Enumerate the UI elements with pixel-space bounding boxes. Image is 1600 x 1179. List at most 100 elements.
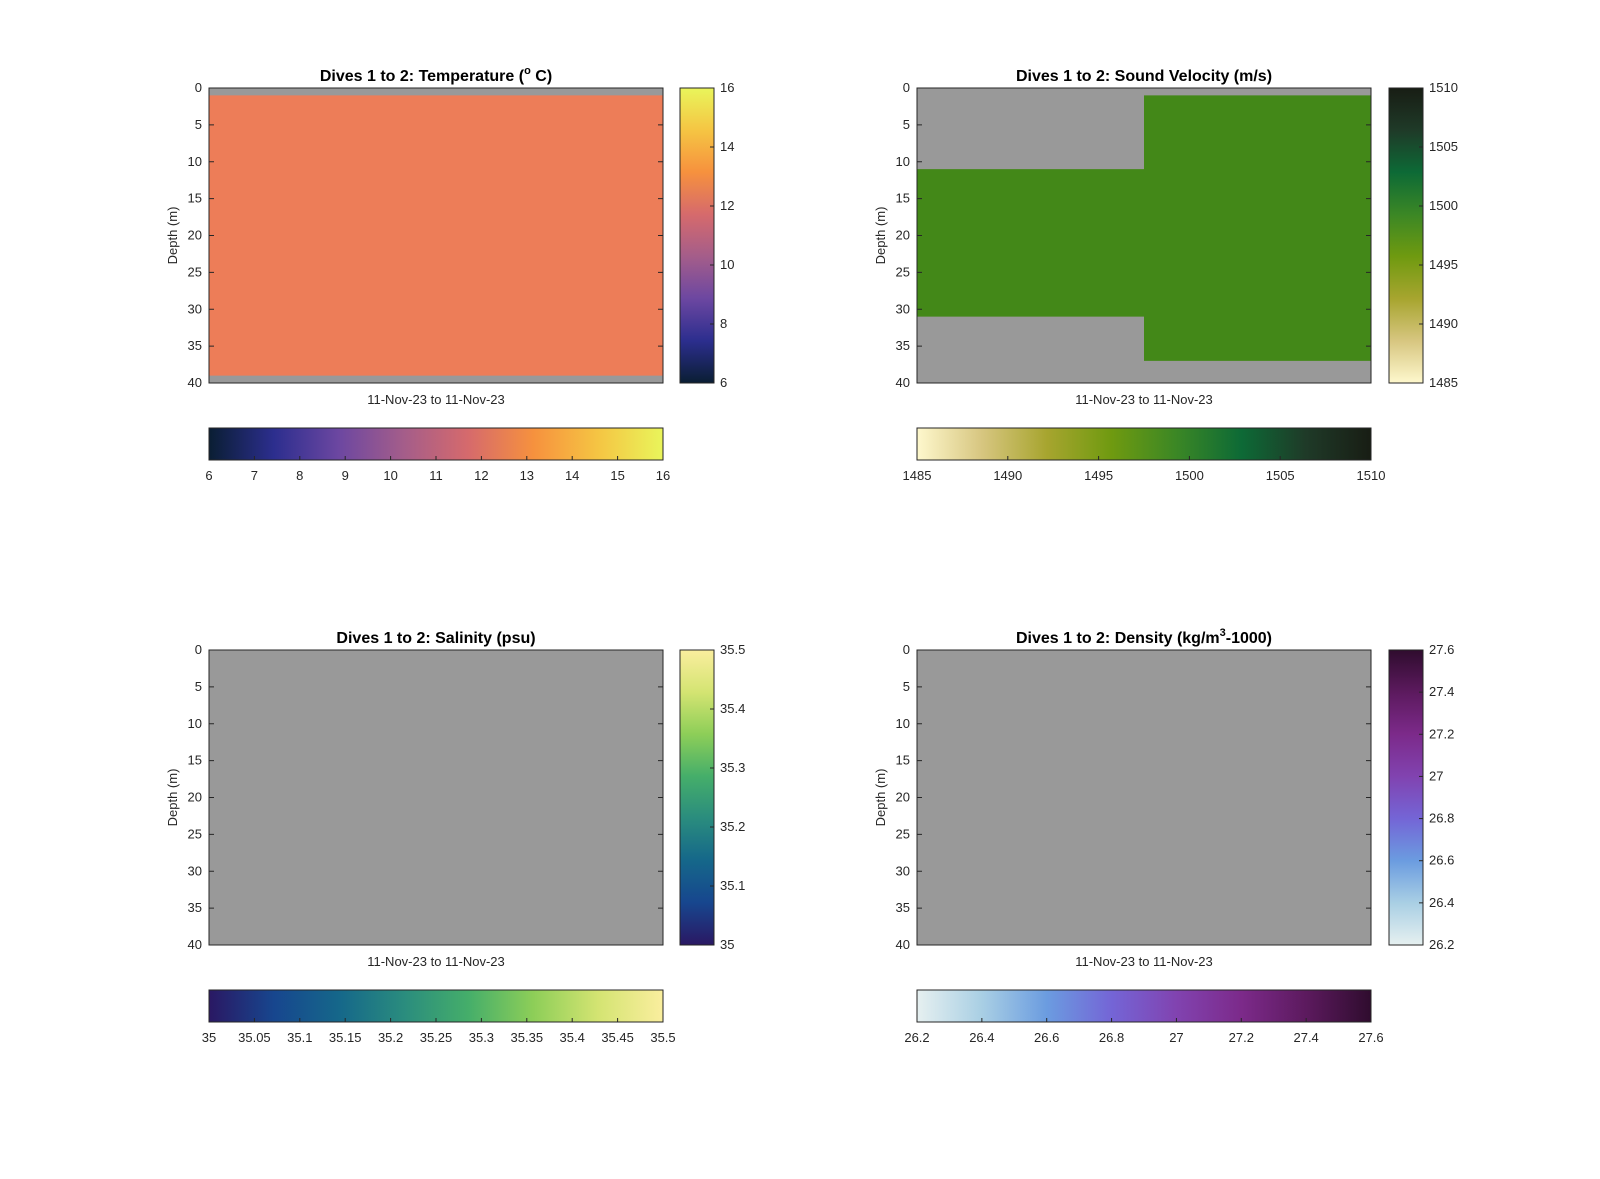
y-tick-label: 5: [195, 679, 202, 694]
hcolorbar-tick-label: 16: [656, 468, 670, 483]
hcolorbar-tick-label: 11: [429, 468, 443, 483]
y-tick-label: 25: [896, 826, 910, 841]
hcolorbar-tick-label: 35.5: [650, 1030, 675, 1045]
hcolorbar-tick-label: 7: [251, 468, 258, 483]
colorbar-tick-label: 27.6: [1429, 642, 1454, 657]
colorbar-tick-label: 1495: [1429, 257, 1458, 272]
y-tick-label: 25: [896, 264, 910, 279]
y-tick-label: 5: [903, 679, 910, 694]
colorbar-tick-label: 26.2: [1429, 937, 1454, 952]
colorbar-tick-label: 1485: [1429, 375, 1458, 390]
hcolorbar-tick-label: 13: [520, 468, 534, 483]
subplot-3: 0 5 10 15 20 25 30 35 40 Depth (m) 11-Nov-23 to 11…: [165, 630, 745, 1045]
vertical-colorbar: [679, 87, 715, 384]
hcolorbar-tick-label: 1495: [1084, 468, 1113, 483]
hcolorbar-tick-label: 27.2: [1229, 1030, 1254, 1045]
hcolorbar-tick-label: 8: [296, 468, 303, 483]
colorbar-tick-label: 1510: [1429, 80, 1458, 95]
y-axis-label: Depth (m): [873, 769, 888, 827]
hcolorbar-tick-label: 35.25: [420, 1030, 453, 1045]
y-tick-label: 0: [195, 80, 202, 95]
y-tick-label: 20: [188, 228, 202, 243]
hcolorbar-tick-label: 15: [610, 468, 624, 483]
x-axis-label: 11-Nov-23 to 11-Nov-23: [367, 392, 505, 407]
hcolorbar-tick-label: 27: [1169, 1030, 1183, 1045]
hcolorbar-tick-label: 27.6: [1358, 1030, 1383, 1045]
hcolorbar-tick-label: 12: [474, 468, 488, 483]
y-tick-label: 25: [188, 826, 202, 841]
colorbar-tick-label: 35: [720, 937, 734, 952]
hcolorbar-tick-label: 35: [202, 1030, 216, 1045]
hcolorbar-tick-label: 35.45: [601, 1030, 634, 1045]
y-tick-label: 0: [195, 642, 202, 657]
y-tick-label: 20: [896, 790, 910, 805]
plot-background: [917, 650, 1371, 945]
hcolorbar-tick-label: 35.4: [560, 1030, 585, 1045]
hcolorbar-tick-label: 26.6: [1034, 1030, 1059, 1045]
colorbar-tick-label: 1500: [1429, 198, 1458, 213]
title-suffix: C): [531, 68, 552, 85]
title-text: Dives 1 to 2: Density (kg/m: [1016, 630, 1220, 647]
hcolorbar-tick-label: 1490: [993, 468, 1022, 483]
title-superscript: 3: [1220, 627, 1226, 639]
y-tick-label: 30: [896, 863, 910, 878]
y-tick-label: 20: [896, 228, 910, 243]
colorbar-tick-label: 27.2: [1429, 726, 1454, 741]
horizontal-colorbar: [916, 427, 1372, 461]
y-tick-label: 35: [896, 900, 910, 915]
title-text: Dives 1 to 2: Temperature (: [320, 68, 525, 85]
hcolorbar-tick-label: 1485: [903, 468, 932, 483]
hcolorbar-tick-label: 26.4: [969, 1030, 994, 1045]
y-tick-label: 35: [188, 900, 202, 915]
data-cell: [209, 95, 663, 376]
y-tick-label: 15: [896, 191, 910, 206]
colorbar-tick-label: 35.1: [720, 878, 745, 893]
title-text: Dives 1 to 2: Salinity (psu): [336, 630, 535, 647]
y-tick-label: 5: [195, 117, 202, 132]
hcolorbar-tick-label: 35.35: [511, 1030, 544, 1045]
y-tick-label: 0: [903, 642, 910, 657]
y-tick-label: 40: [188, 375, 202, 390]
data-cell: [917, 169, 1144, 317]
y-tick-label: 35: [896, 338, 910, 353]
chart-title: Dives 1 to 2: Sound Velocity (m/s): [1016, 68, 1272, 85]
y-tick-label: 30: [188, 301, 202, 316]
hcolorbar-tick-label: 35.1: [287, 1030, 312, 1045]
hcolorbar-tick-label: 35.3: [469, 1030, 494, 1045]
y-tick-label: 40: [896, 375, 910, 390]
hcolorbar-tick-label: 10: [383, 468, 397, 483]
chart-title: Dives 1 to 2: Salinity (psu): [336, 630, 535, 647]
x-axis-label: 11-Nov-23 to 11-Nov-23: [1075, 392, 1213, 407]
colorbar-tick-label: 26.8: [1429, 811, 1454, 826]
y-axis-label: Depth (m): [165, 207, 180, 265]
vertical-colorbar: [1388, 87, 1424, 384]
plot-background: [209, 650, 663, 945]
y-tick-label: 10: [896, 154, 910, 169]
hcolorbar-tick-label: 1500: [1175, 468, 1204, 483]
y-tick-label: 15: [188, 753, 202, 768]
y-tick-label: 10: [188, 716, 202, 731]
colorbar-tick-label: 16: [720, 80, 734, 95]
vertical-colorbar: [679, 649, 715, 946]
subplot-2: 0 5 10 15 20 25 30 35 40 Depth (m) 11-Nov-23 to 11…: [873, 68, 1458, 483]
y-tick-label: 25: [188, 264, 202, 279]
y-tick-label: 30: [896, 301, 910, 316]
colorbar-tick-label: 35.4: [720, 701, 745, 716]
title-text: Dives 1 to 2: Sound Velocity (m/s): [1016, 68, 1272, 85]
x-axis-label: 11-Nov-23 to 11-Nov-23: [1075, 954, 1213, 969]
subplot-1: 0 5 10 15 20 25 30 35 40 Depth (m) 11-Nov-23 to 11…: [165, 65, 734, 483]
y-tick-label: 40: [188, 937, 202, 952]
data-cell: [1144, 95, 1371, 361]
chart-title: Dives 1 to 2: Density (kg/m3-1000): [1016, 627, 1272, 647]
x-axis-label: 11-Nov-23 to 11-Nov-23: [367, 954, 505, 969]
colorbar-tick-label: 26.6: [1429, 853, 1454, 868]
y-tick-label: 35: [188, 338, 202, 353]
hcolorbar-tick-label: 6: [205, 468, 212, 483]
y-tick-label: 40: [896, 937, 910, 952]
colorbar-tick-label: 1490: [1429, 316, 1458, 331]
hcolorbar-tick-label: 26.8: [1099, 1030, 1124, 1045]
hcolorbar-tick-label: 35.05: [238, 1030, 271, 1045]
y-tick-label: 10: [188, 154, 202, 169]
colorbar-tick-label: 6: [720, 375, 727, 390]
y-tick-label: 30: [188, 863, 202, 878]
